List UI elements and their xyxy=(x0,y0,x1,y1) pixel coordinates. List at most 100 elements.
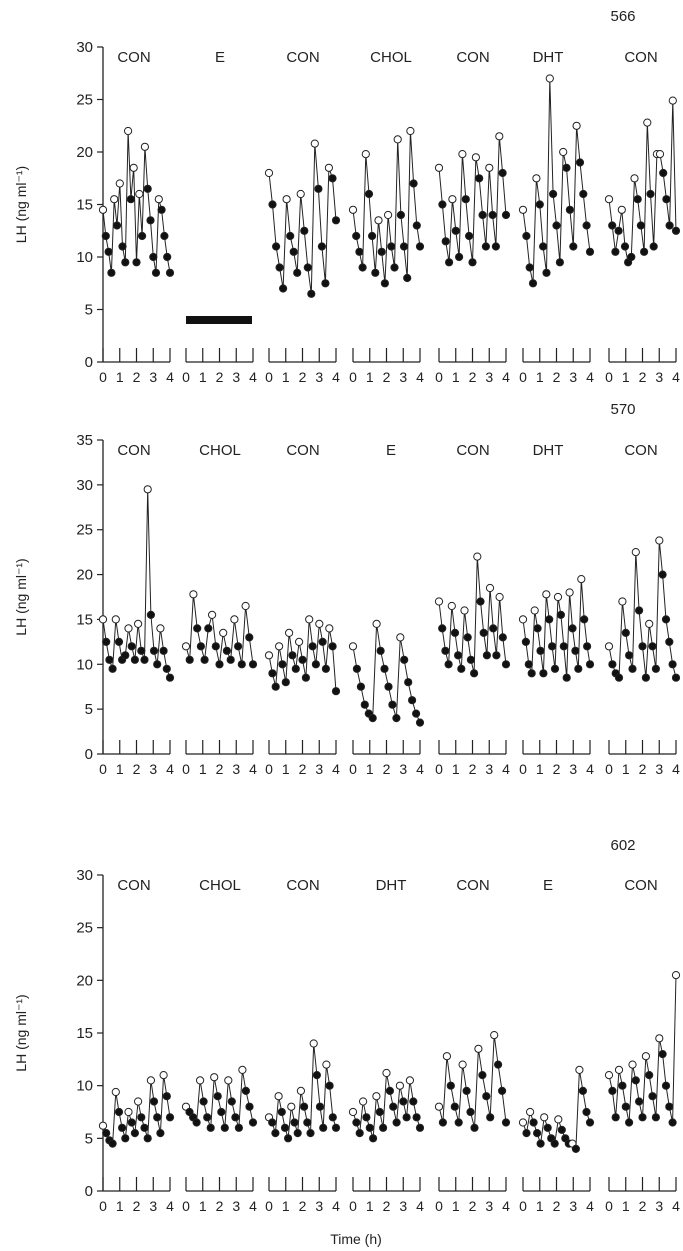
closed-point xyxy=(658,570,667,579)
open-point xyxy=(159,1071,168,1080)
closed-point xyxy=(143,184,152,193)
open-point xyxy=(641,1052,651,1061)
closed-point xyxy=(293,268,302,277)
open-point xyxy=(526,1107,535,1117)
closed-point xyxy=(248,1118,258,1127)
treatment-label: CON xyxy=(456,442,489,459)
closed-point xyxy=(298,655,307,664)
open-point xyxy=(618,597,627,606)
closed-point xyxy=(665,637,674,647)
treatment-label: DHT xyxy=(533,49,564,66)
y-tick-label: 5 xyxy=(85,1130,93,1147)
x-tick-label: 1 xyxy=(282,369,290,385)
closed-point xyxy=(245,633,254,642)
closed-point xyxy=(268,669,277,678)
x-tick-label: 0 xyxy=(349,1198,357,1214)
closed-point xyxy=(542,268,551,277)
closed-point xyxy=(400,655,409,664)
open-point xyxy=(434,1102,444,1111)
closed-point xyxy=(331,216,341,225)
closed-point xyxy=(278,660,287,669)
closed-point xyxy=(638,1113,647,1122)
closed-point xyxy=(614,673,624,682)
closed-point xyxy=(127,1118,136,1127)
closed-point xyxy=(451,226,460,235)
closed-point xyxy=(331,687,341,696)
closed-point xyxy=(498,1086,507,1096)
open-point xyxy=(434,597,444,606)
closed-point xyxy=(549,189,558,199)
closed-point xyxy=(137,646,146,655)
x-tick-label: 3 xyxy=(149,369,157,385)
closed-point xyxy=(665,221,674,230)
open-point xyxy=(129,163,138,172)
closed-point xyxy=(352,231,361,241)
treatment-label: CON xyxy=(624,442,657,459)
closed-point xyxy=(481,242,490,251)
x-tick-label: 0 xyxy=(182,1198,190,1214)
x-tick-label: 4 xyxy=(166,1198,174,1214)
x-tick-label: 4 xyxy=(672,761,680,777)
animal-id-label: 570 xyxy=(610,401,635,418)
closed-point xyxy=(203,1113,212,1122)
treatment-label: CON xyxy=(286,877,319,894)
x-tick-label: 4 xyxy=(586,369,594,385)
open-point xyxy=(604,195,614,204)
closed-point xyxy=(614,226,623,235)
y-tick-label: 30 xyxy=(76,39,93,56)
closed-point xyxy=(668,1118,677,1127)
closed-point xyxy=(627,252,636,262)
open-point xyxy=(374,216,383,225)
closed-point xyxy=(153,660,162,669)
closed-point xyxy=(328,1113,337,1122)
closed-point xyxy=(636,221,646,230)
closed-point xyxy=(468,258,477,267)
x-tick-label: 4 xyxy=(416,1198,424,1214)
closed-point xyxy=(389,1102,398,1111)
closed-point xyxy=(331,1123,341,1132)
open-point xyxy=(282,195,291,204)
x-tick-label: 0 xyxy=(265,369,273,385)
closed-point xyxy=(568,624,577,633)
x-tick-label: 1 xyxy=(536,1198,544,1214)
y-tick-label: 5 xyxy=(85,701,93,718)
open-point xyxy=(518,1118,528,1127)
closed-point xyxy=(102,1129,111,1138)
open-point xyxy=(264,651,274,660)
lh-series-line xyxy=(352,130,421,284)
closed-point xyxy=(633,195,642,204)
x-tick-label: 3 xyxy=(149,1198,157,1214)
closed-point xyxy=(578,1086,588,1096)
closed-point xyxy=(399,242,409,251)
closed-point xyxy=(140,655,149,664)
closed-point xyxy=(559,642,568,651)
open-point xyxy=(348,1107,358,1117)
closed-point xyxy=(165,268,175,277)
closed-point xyxy=(625,1118,634,1127)
open-point xyxy=(384,210,393,220)
open-point xyxy=(111,1087,120,1097)
open-point xyxy=(396,633,405,642)
closed-point xyxy=(241,1086,250,1096)
x-tick-label: 1 xyxy=(282,1198,290,1214)
x-tick-label: 1 xyxy=(536,761,544,777)
closed-point xyxy=(303,263,312,272)
x-tick-label: 0 xyxy=(605,761,613,777)
closed-point xyxy=(585,660,595,669)
x-tick-label: 2 xyxy=(133,369,141,385)
open-point xyxy=(495,592,504,602)
closed-point xyxy=(574,664,583,673)
open-point xyxy=(98,205,108,214)
open-point xyxy=(545,74,554,83)
treatment-label: CON xyxy=(117,877,150,894)
closed-point xyxy=(399,1097,408,1106)
closed-point xyxy=(275,263,284,272)
closed-point xyxy=(234,1123,243,1132)
closed-point xyxy=(539,669,548,678)
open-point xyxy=(460,606,469,615)
closed-point xyxy=(646,189,655,199)
x-tick-label: 2 xyxy=(216,761,224,777)
x-tick-label: 3 xyxy=(485,369,493,385)
x-tick-label: 4 xyxy=(332,369,340,385)
